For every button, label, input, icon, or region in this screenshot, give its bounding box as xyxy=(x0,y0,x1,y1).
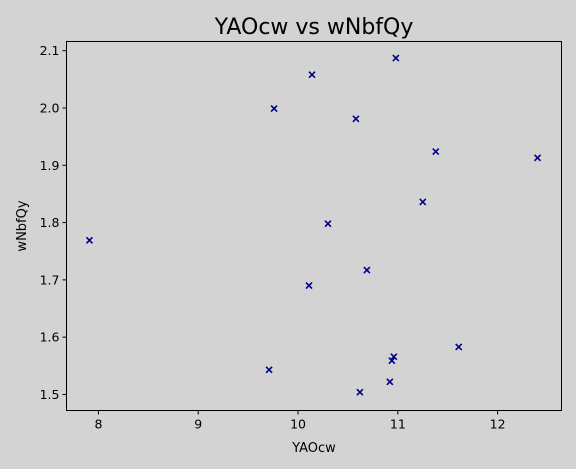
data-point xyxy=(419,198,427,206)
x-axis: 8 9 10 11 12 xyxy=(94,410,506,432)
y-tick-label: 1.7 xyxy=(40,272,60,287)
data-point xyxy=(432,147,440,156)
x-tick-label: 9 xyxy=(194,417,202,432)
data-point xyxy=(305,282,313,290)
x-tick-label: 8 xyxy=(94,417,102,432)
plot-area: 8 9 10 11 12 1.5 1.6 1.7 1.8 1.9 2.0 2.1 xyxy=(40,41,562,432)
data-point xyxy=(392,54,400,62)
data-point xyxy=(356,388,364,396)
data-point xyxy=(388,357,396,365)
y-tick-label: 1.6 xyxy=(40,330,60,345)
plot-frame xyxy=(66,41,562,411)
data-point xyxy=(455,343,463,351)
chart-title: YAOcw vs wNbfQy xyxy=(214,15,414,40)
x-axis-label: YAOcw xyxy=(291,441,336,456)
y-tick-label: 1.9 xyxy=(40,158,60,173)
y-axis-label: wNbfQy xyxy=(15,200,30,251)
y-tick-label: 2.1 xyxy=(40,43,60,58)
data-point xyxy=(533,154,542,162)
data-point xyxy=(324,220,332,228)
data-point xyxy=(265,366,273,374)
x-tick-label: 11 xyxy=(390,417,406,432)
data-point xyxy=(270,104,278,113)
y-tick-label: 1.8 xyxy=(40,215,60,230)
data-point xyxy=(85,236,94,244)
data-point xyxy=(308,71,316,79)
y-axis: 1.5 1.6 1.7 1.8 1.9 2.0 2.1 xyxy=(40,43,67,402)
data-point xyxy=(363,266,371,274)
data-point xyxy=(386,378,394,386)
data-point xyxy=(390,353,398,361)
data-point xyxy=(352,115,360,123)
y-tick-label: 2.0 xyxy=(40,100,60,115)
x-tick-label: 10 xyxy=(290,417,306,432)
data-points xyxy=(85,54,542,396)
x-tick-label: 12 xyxy=(490,417,506,432)
y-tick-label: 1.5 xyxy=(40,387,60,402)
